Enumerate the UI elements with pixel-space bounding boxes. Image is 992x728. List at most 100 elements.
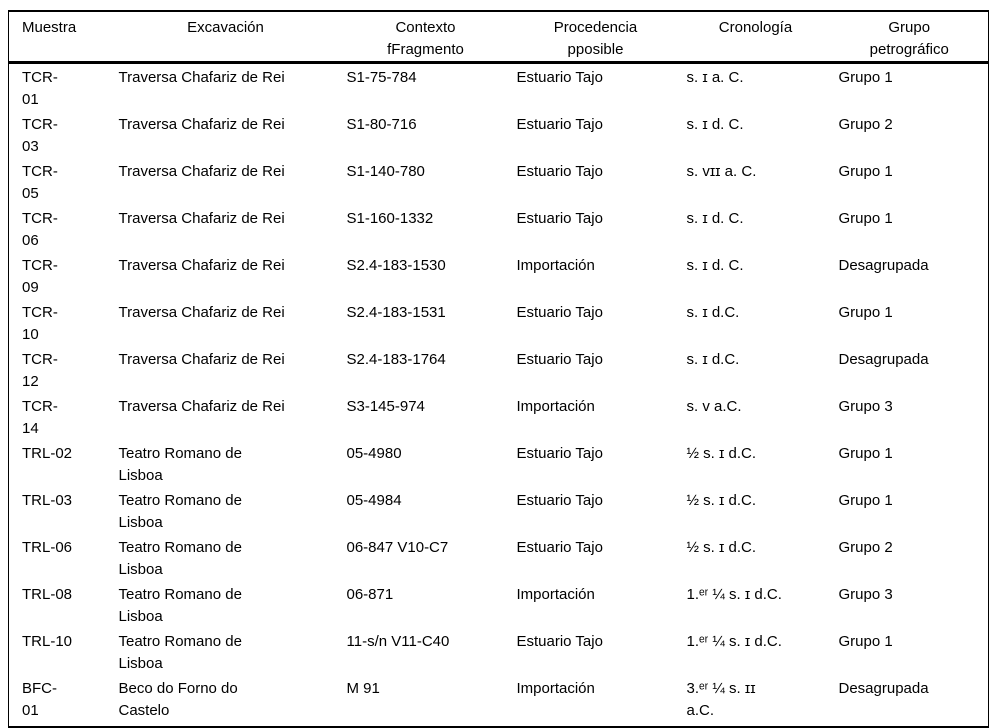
table-header: Muestra Excavación Contexto fFragmento P… [8,11,989,64]
cell-excavacion: Traversa Chafariz de Rei [118,69,285,86]
cell-excavacion: Traversa Chafariz de Rei [118,351,285,368]
cell-procedencia: Estuario Tajo [516,116,603,133]
cell-muestra: TRL-10 [22,633,73,650]
table-row: TCR- 06 Traversa Chafariz de Rei S1-160-… [9,205,989,252]
table-row: TCR- 03 Traversa Chafariz de Rei S1-80-7… [9,111,989,158]
cell-procedencia: Importación [516,398,595,415]
cell-muestra: TRL-06 [22,539,73,556]
cell-grupo: Grupo 3 [838,586,893,603]
cell-procedencia: Importación [516,257,595,274]
cell-grupo: Grupo 1 [838,633,893,650]
cell-grupo: Desagrupada [838,351,929,368]
cell-contexto: S2.4-183-1530 [346,257,446,274]
cell-muestra: TCR- 01 [22,69,58,108]
table-row: TRL-10 Teatro Romano de Lisboa 11-s/n V1… [9,628,989,675]
cell-contexto: S1-140-780 [346,163,425,180]
table-row: TRL-08 Teatro Romano de Lisboa 06-871 Im… [9,581,989,628]
table-row: TCR- 12 Traversa Chafariz de Rei S2.4-18… [9,346,989,393]
cell-grupo: Grupo 1 [838,492,893,509]
cell-excavacion: Traversa Chafariz de Rei [118,304,285,321]
cell-cronologia: s. ɪ a. C. [686,69,744,86]
col-header-cronologia: Cronología [680,11,831,64]
col-header-procedencia: Procedencia pposible [510,11,681,64]
cell-excavacion: Teatro Romano de Lisboa [118,633,242,672]
cell-procedencia: Estuario Tajo [516,445,603,462]
cell-muestra: TCR- 06 [22,210,58,249]
cell-excavacion: Teatro Romano de Lisboa [118,492,242,531]
cell-grupo: Grupo 1 [838,163,893,180]
cell-cronologia: s. ɪ d.C. [686,351,740,368]
table-row: TRL-03 Teatro Romano de Lisboa 05-4984 E… [9,487,989,534]
cell-contexto: 06-871 [346,586,394,603]
cell-cronologia: ½ s. ɪ d.C. [686,539,757,556]
cell-cronologia: s. ɪ d.C. [686,304,740,321]
cell-procedencia: Estuario Tajo [516,69,603,86]
cell-excavacion: Traversa Chafariz de Rei [118,116,285,133]
cell-muestra: TCR- 14 [22,398,58,437]
cell-contexto: S1-80-716 [346,116,417,133]
header-row: Muestra Excavación Contexto fFragmento P… [8,11,989,64]
cell-cronologia: s. ɪ d. C. [686,257,744,274]
cell-cronologia: ½ s. ɪ d.C. [686,445,757,462]
cell-excavacion: Traversa Chafariz de Rei [118,398,285,415]
cell-cronologia: 1.ᵉʳ ¼ s. ɪ d.C. [686,633,782,650]
cell-contexto: 05-4984 [346,492,402,509]
cell-muestra: TCR- 03 [22,116,58,155]
cell-excavacion: Teatro Romano de Lisboa [118,586,242,625]
table-row: TCR- 09 Traversa Chafariz de Rei S2.4-18… [9,252,989,299]
petrographic-table-container: Muestra Excavación Contexto fFragmento P… [8,10,989,728]
cell-procedencia: Importación [516,680,595,697]
cell-cronologia: s. ɪ d. C. [686,116,744,133]
cell-contexto: 05-4980 [346,445,402,462]
cell-procedencia: Estuario Tajo [516,492,603,509]
cell-muestra: TCR- 05 [22,163,58,202]
cell-cronologia: 3.ᵉʳ ¼ s. ɪɪ a.C. [686,680,756,719]
cell-procedencia: Estuario Tajo [516,539,603,556]
cell-muestra: TRL-03 [22,492,73,509]
cell-contexto: S1-75-784 [346,69,417,86]
cell-grupo: Grupo 2 [838,539,893,556]
cell-cronologia: s. ᴠɪɪ a. C. [686,163,757,180]
col-header-excavacion: Excavación [110,11,341,64]
col-header-contexto: Contexto fFragmento [340,11,511,64]
cell-contexto: S2.4-183-1531 [346,304,446,321]
cell-grupo: Grupo 1 [838,210,893,227]
cell-procedencia: Importación [516,586,595,603]
cell-contexto: S1-160-1332 [346,210,434,227]
cell-muestra: TCR- 10 [22,304,58,343]
cell-procedencia: Estuario Tajo [516,163,603,180]
cell-cronologia: s. ɪ d. C. [686,210,744,227]
cell-muestra: TCR- 09 [22,257,58,296]
cell-procedencia: Estuario Tajo [516,633,603,650]
table-body: TCR- 01 Traversa Chafariz de Rei S1-75-7… [9,63,989,728]
cell-grupo: Desagrupada [838,257,929,274]
table-row: TCR- 05 Traversa Chafariz de Rei S1-140-… [9,158,989,205]
table-row: TCR- 10 Traversa Chafariz de Rei S2.4-18… [9,299,989,346]
cell-grupo: Grupo 1 [838,445,893,462]
cell-excavacion: Traversa Chafariz de Rei [118,210,285,227]
cell-cronologia: s. ᴠ a.C. [686,398,742,415]
cell-muestra: TRL-02 [22,445,73,462]
cell-muestra: TRL-08 [22,586,73,603]
table-row: TRL-06 Teatro Romano de Lisboa 06-847 V1… [9,534,989,581]
cell-grupo: Grupo 1 [838,304,893,321]
cell-grupo: Grupo 3 [838,398,893,415]
cell-excavacion: Teatro Romano de Lisboa [118,539,242,578]
col-header-muestra: Muestra [8,11,111,64]
cell-muestra: BFC- 01 [22,680,57,719]
table-row: BFC- 01 Beco do Forno do Castelo M 91 Im… [9,675,989,727]
cell-contexto: M 91 [346,680,380,697]
cell-cronologia: ½ s. ɪ d.C. [686,492,757,509]
cell-procedencia: Estuario Tajo [516,351,603,368]
cell-contexto: 06-847 V10-C7 [346,539,449,556]
petrographic-samples-table: Muestra Excavación Contexto fFragmento P… [8,10,989,728]
table-row: TRL-02 Teatro Romano de Lisboa 05-4980 E… [9,440,989,487]
cell-procedencia: Estuario Tajo [516,304,603,321]
col-header-grupo: Grupo petrográfico [830,11,989,64]
cell-contexto: S3-145-974 [346,398,425,415]
cell-contexto: S2.4-183-1764 [346,351,446,368]
cell-excavacion: Beco do Forno do Castelo [118,680,238,719]
table-row: TCR- 14 Traversa Chafariz de Rei S3-145-… [9,393,989,440]
cell-grupo: Grupo 1 [838,69,893,86]
cell-procedencia: Estuario Tajo [516,210,603,227]
